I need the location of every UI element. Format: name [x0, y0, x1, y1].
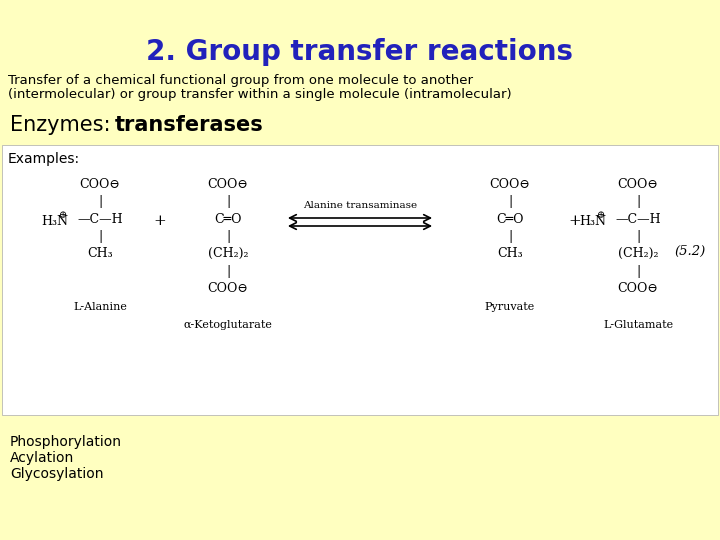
Text: |: | [508, 230, 512, 243]
Text: +: + [153, 214, 166, 228]
Text: |: | [636, 230, 640, 243]
Text: L-Alanine: L-Alanine [73, 302, 127, 312]
Text: Enzymes:: Enzymes: [10, 115, 117, 135]
Text: α-Ketoglutarate: α-Ketoglutarate [184, 320, 272, 330]
Text: CH₃: CH₃ [87, 247, 113, 260]
Text: (CH₂)₂: (CH₂)₂ [618, 247, 658, 260]
Text: CH₃: CH₃ [498, 247, 523, 260]
Text: C═O: C═O [215, 213, 242, 226]
Text: |: | [508, 195, 512, 208]
Text: COO⊖: COO⊖ [207, 178, 248, 191]
Text: |: | [226, 230, 230, 243]
Text: (intermolecular) or group transfer within a single molecule (intramolecular): (intermolecular) or group transfer withi… [8, 88, 512, 101]
Text: (CH₂)₂: (CH₂)₂ [208, 247, 248, 260]
Text: |: | [636, 195, 640, 208]
Text: ⊕: ⊕ [597, 211, 605, 220]
Text: COO⊖: COO⊖ [618, 282, 658, 295]
Text: Acylation: Acylation [10, 451, 74, 465]
Text: |: | [636, 265, 640, 278]
Text: ⊕: ⊕ [59, 211, 67, 220]
Text: COO⊖: COO⊖ [490, 178, 531, 191]
Text: COO⊖: COO⊖ [207, 282, 248, 295]
Text: Pyruvate: Pyruvate [485, 302, 535, 312]
Text: +: + [569, 214, 581, 228]
Text: H₃N: H₃N [41, 215, 68, 228]
Text: |: | [226, 195, 230, 208]
Text: Transfer of a chemical functional group from one molecule to another: Transfer of a chemical functional group … [8, 74, 473, 87]
Text: 2. Group transfer reactions: 2. Group transfer reactions [146, 38, 574, 66]
Text: |: | [226, 265, 230, 278]
Text: —C—H: —C—H [615, 213, 661, 226]
Text: L-Glutamate: L-Glutamate [603, 320, 673, 330]
Text: transferases: transferases [115, 115, 264, 135]
Text: COO⊖: COO⊖ [80, 178, 120, 191]
Text: Glycosylation: Glycosylation [10, 467, 104, 481]
Text: (5.2): (5.2) [675, 245, 706, 258]
Text: COO⊖: COO⊖ [618, 178, 658, 191]
Text: C═O: C═O [496, 213, 523, 226]
Text: |: | [98, 195, 102, 208]
Text: |: | [98, 230, 102, 243]
Text: Examples:: Examples: [8, 152, 80, 166]
Text: Phosphorylation: Phosphorylation [10, 435, 122, 449]
Text: Alanine transaminase: Alanine transaminase [303, 201, 417, 210]
Text: —C—H: —C—H [77, 213, 123, 226]
Text: H₃N: H₃N [579, 215, 606, 228]
Bar [2, 145, 718, 415]
